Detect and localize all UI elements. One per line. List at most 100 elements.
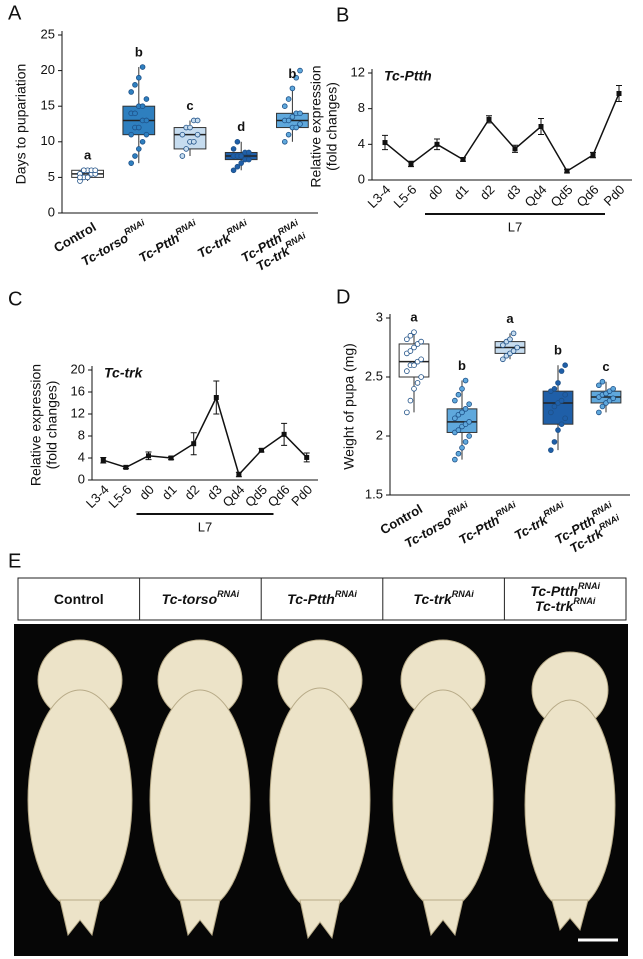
marker [191, 441, 197, 447]
x-tick-label: L5-6 [105, 482, 134, 511]
point [599, 378, 606, 385]
y-tick-label: 12 [351, 64, 365, 79]
label-table [17, 577, 627, 621]
point [132, 153, 138, 159]
x-tick-label: L5-6 [391, 182, 420, 211]
marker [281, 431, 287, 437]
point [510, 330, 517, 337]
point [599, 403, 606, 410]
point [551, 439, 558, 445]
point [136, 146, 142, 152]
point [191, 139, 197, 145]
point [610, 385, 616, 392]
point [548, 447, 554, 453]
bracket-label: L7 [508, 219, 522, 234]
point [452, 456, 458, 463]
panel-letter: E [8, 550, 21, 572]
x-tick-label: Pd0 [601, 182, 628, 209]
point [84, 174, 91, 181]
marker [486, 116, 492, 122]
panel-letter: A [8, 2, 22, 24]
point [455, 427, 462, 433]
y-tick-label: 8 [358, 100, 365, 115]
point [246, 156, 252, 163]
marker [100, 457, 106, 463]
point [404, 368, 410, 374]
label-superscript: RNAi [217, 589, 239, 599]
point [610, 395, 616, 402]
y-tick-label: 1.5 [365, 486, 383, 501]
point [80, 167, 87, 174]
point [77, 174, 83, 181]
point [187, 124, 193, 131]
y-tick-label: 4 [358, 136, 365, 151]
y-tick-label: 3 [376, 309, 383, 324]
significance-letter: a [410, 310, 418, 325]
point [297, 67, 303, 74]
label-line: Tc-torsoRNAi [162, 589, 240, 606]
y-axis-label: Weight of pupa (mg) [341, 343, 357, 470]
panel-letter: C [8, 288, 22, 310]
bracket-label: L7 [198, 519, 212, 534]
point [281, 139, 288, 145]
point [404, 409, 410, 416]
box [542, 390, 574, 425]
point [285, 117, 292, 124]
x-tick-label: d1 [159, 482, 180, 503]
pupae [27, 639, 616, 940]
y-tick-label: 2.5 [365, 368, 383, 383]
label-line: Tc-PtthRNAi [287, 589, 357, 606]
point [466, 401, 472, 407]
point [183, 146, 189, 152]
point [92, 167, 99, 174]
label-superscript: RNAi [174, 218, 198, 238]
point [194, 131, 201, 138]
marker [304, 454, 310, 460]
point [510, 348, 517, 354]
y-tick-label: 4 [78, 449, 85, 464]
significance-letter: d [237, 119, 245, 134]
y-tick-label: 8 [78, 427, 85, 442]
point [143, 96, 150, 102]
x-tick-label: Qd5 [548, 182, 576, 210]
label-line: Tc-trkRNAi [413, 589, 474, 606]
box [173, 127, 207, 150]
label-superscript: RNAi [335, 589, 357, 599]
point [551, 403, 558, 410]
x-tick-label: d0 [136, 482, 157, 503]
point [128, 160, 134, 166]
marker [123, 464, 129, 470]
point [179, 153, 186, 159]
y-axis-label: Relative expression [308, 65, 324, 187]
point [500, 356, 506, 363]
y-tick-label: 20 [71, 361, 85, 376]
label-text: Control [54, 591, 104, 607]
y-axis-label: (fold changes) [44, 381, 60, 470]
point [143, 117, 150, 124]
point [548, 409, 554, 416]
label-superscript: RNAi [578, 581, 600, 591]
point [179, 131, 186, 138]
x-tick-label: d3 [503, 182, 524, 203]
gene-label: Tc-trk [104, 365, 144, 381]
x-tick-label: d2 [181, 482, 202, 503]
box [398, 343, 430, 378]
label-text: Tc-Ptth [287, 591, 335, 607]
significance-letter: a [506, 311, 514, 326]
point [562, 391, 568, 398]
point [466, 419, 472, 425]
point [128, 131, 134, 138]
y-tick-label: 0 [48, 204, 55, 219]
point [230, 146, 237, 152]
point [297, 110, 303, 117]
point [500, 342, 506, 348]
label-superscript: RNAi [446, 500, 470, 520]
label-superscript: RNAi [494, 500, 518, 520]
point [407, 332, 414, 339]
x-tick-label: Qd6 [265, 482, 293, 510]
label-superscript: RNAi [225, 218, 249, 238]
x-tick-label: d0 [425, 182, 446, 203]
point [418, 374, 424, 380]
point [289, 85, 296, 92]
point [289, 114, 296, 120]
